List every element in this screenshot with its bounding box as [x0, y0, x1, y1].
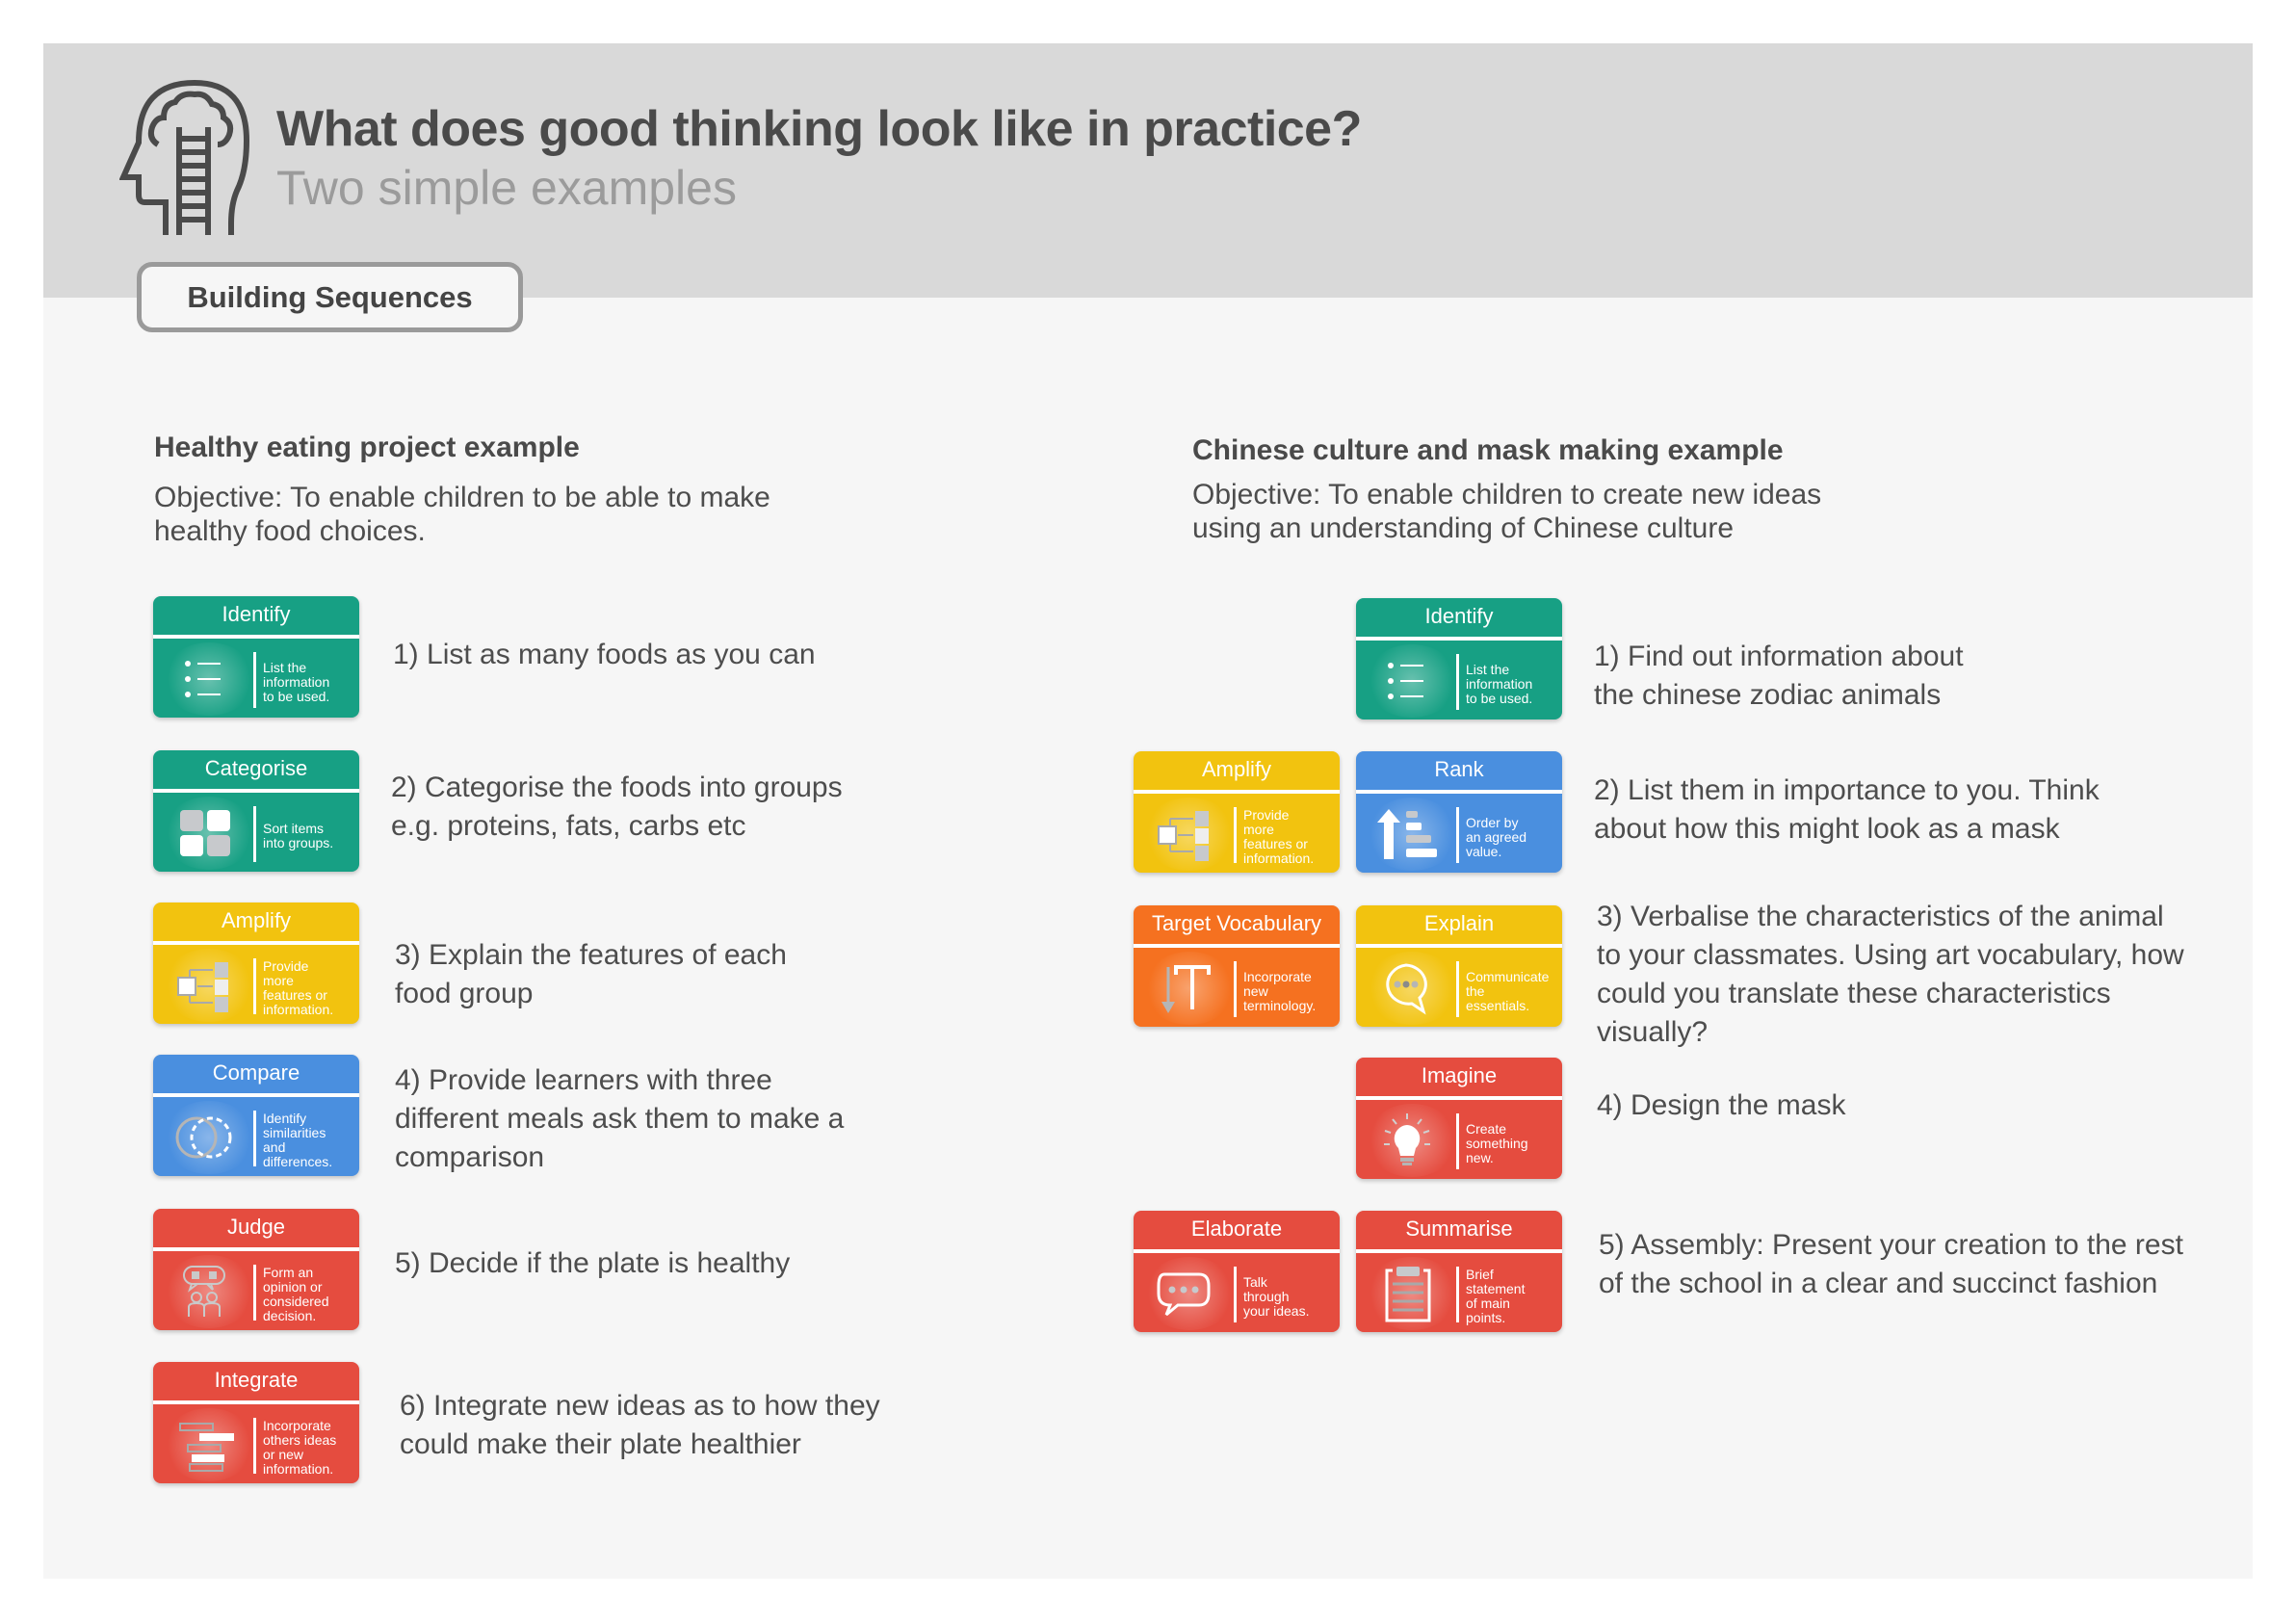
card-description: Brief statement of main points.: [1466, 1267, 1526, 1325]
card-description: Provide more features or information.: [1243, 807, 1315, 866]
card-description: Talk through your ideas.: [1243, 1273, 1310, 1319]
left-step-4: 4) Provide learners with three different…: [395, 1064, 845, 1173]
card-title: Identify: [222, 602, 291, 626]
card-description: Incorporate new terminology.: [1243, 968, 1317, 1013]
card-description: List the information to be used.: [263, 659, 330, 704]
card-judge[interactable]: Judge Form an opinion or considered deci…: [153, 1209, 359, 1330]
right-step-2: 2) List them in importance to you. Think…: [1594, 774, 2100, 845]
card-integrate[interactable]: Integrate Incorporate others ideas or ne…: [153, 1362, 359, 1483]
card-divider: [153, 635, 359, 639]
branch-diagram-icon: [177, 962, 228, 1012]
grid-squares-icon: [180, 810, 230, 856]
card-summarise[interactable]: Summarise Brief statement of main points…: [1356, 1211, 1562, 1332]
card-title: Rank: [1434, 757, 1484, 781]
venn-circles-icon: [175, 1116, 232, 1159]
card-title: Summarise: [1405, 1216, 1513, 1241]
lightbulb-icon: [1384, 1113, 1430, 1165]
card-categorise[interactable]: Categorise Sort items into groups.: [153, 750, 359, 872]
card-identify[interactable]: Identify List the information to be used…: [1356, 598, 1562, 719]
branch-diagram-icon: [1158, 811, 1209, 861]
thumbs-people-icon: [183, 1266, 225, 1317]
left-example-title: Healthy eating project example: [154, 432, 580, 463]
card-compare[interactable]: Compare Identify similarities and differ…: [153, 1055, 359, 1176]
left-step-2: 2) Categorise the foods into groups e.g.…: [391, 772, 843, 842]
card-explain[interactable]: Explain Communicate the essentials.: [1356, 905, 1562, 1027]
card-title: Elaborate: [1190, 1216, 1283, 1241]
card-description: Sort items into groups.: [263, 821, 334, 850]
card-amplify[interactable]: Amplify Provide more features or informa…: [1134, 751, 1340, 873]
card-description: Identify similarities and differences.: [263, 1111, 333, 1169]
right-step-5: 5) Assembly: Present your creation to th…: [1599, 1229, 2183, 1299]
card-title: Compare: [212, 1060, 300, 1085]
card-title: Amplify: [221, 908, 292, 932]
card-amplify[interactable]: Amplify Provide more features or informa…: [153, 903, 359, 1024]
clipboard-icon: [1385, 1267, 1431, 1322]
list-icon: [185, 661, 221, 697]
right-step-1: 1) Find out information about the chines…: [1594, 641, 1964, 711]
card-identify[interactable]: Identify List the information to be used…: [153, 596, 359, 718]
left-step-6: 6) Integrate new ideas as to how they co…: [400, 1390, 880, 1460]
page-subtitle: Two simple examples: [276, 161, 737, 215]
card-description: Incorporate others ideas or new informat…: [263, 1418, 337, 1477]
right-step-3: 3) Verbalise the characteristics of the …: [1597, 901, 2184, 1048]
card-title: Amplify: [1201, 757, 1272, 781]
card-title: Integrate: [214, 1368, 299, 1392]
header-band: [43, 43, 2253, 298]
card-description: Form an opinion or considered decision.: [263, 1265, 329, 1323]
card-target-vocabulary[interactable]: Target Vocabulary Incorporate new termin…: [1134, 905, 1340, 1027]
chat-bubble-icon: [1157, 1272, 1211, 1317]
right-step-4: 4) Design the mask: [1597, 1089, 1846, 1121]
card-title: Imagine: [1421, 1063, 1498, 1087]
page-title: What does good thinking look like in pra…: [276, 101, 1362, 157]
card-imagine[interactable]: Imagine Create something new.: [1356, 1058, 1562, 1179]
rank-arrow-icon: [1377, 809, 1437, 859]
card-elaborate[interactable]: Elaborate Talk through your ideas.: [1134, 1211, 1340, 1332]
list-icon: [1388, 663, 1423, 699]
left-example-objective: Objective: To enable children to be able…: [154, 482, 770, 547]
card-description: List the information to be used.: [1466, 661, 1533, 706]
right-example-objective: Objective: To enable children to create …: [1192, 479, 1822, 544]
card-title: Target Vocabulary: [1151, 911, 1322, 935]
left-step-3: 3) Explain the features of each food gro…: [395, 939, 787, 1009]
speech-bubble-icon: [1386, 963, 1427, 1015]
card-description: Provide more features or information.: [263, 958, 334, 1017]
left-step-1: 1) List as many foods as you can: [393, 639, 816, 670]
card-title: Categorise: [204, 756, 308, 780]
right-example-title: Chinese culture and mask making example: [1192, 434, 1784, 466]
card-title: Explain: [1423, 911, 1495, 935]
card-description: Create something new.: [1466, 1120, 1528, 1165]
card-title: Identify: [1424, 604, 1494, 628]
card-description: Order by an agreed value.: [1466, 814, 1527, 859]
text-t-arrow-icon: [1161, 965, 1211, 1013]
card-rank[interactable]: Rank Order by an agreed value.: [1356, 751, 1562, 873]
building-sequences-button[interactable]: Building Sequences: [137, 262, 523, 332]
stacked-bars-icon: [179, 1423, 234, 1472]
card-description: Communicate the essentials.: [1466, 968, 1550, 1013]
left-step-5: 5) Decide if the plate is healthy: [395, 1247, 791, 1279]
head-ladder-icon: [119, 79, 250, 235]
card-title: Judge: [227, 1215, 285, 1239]
